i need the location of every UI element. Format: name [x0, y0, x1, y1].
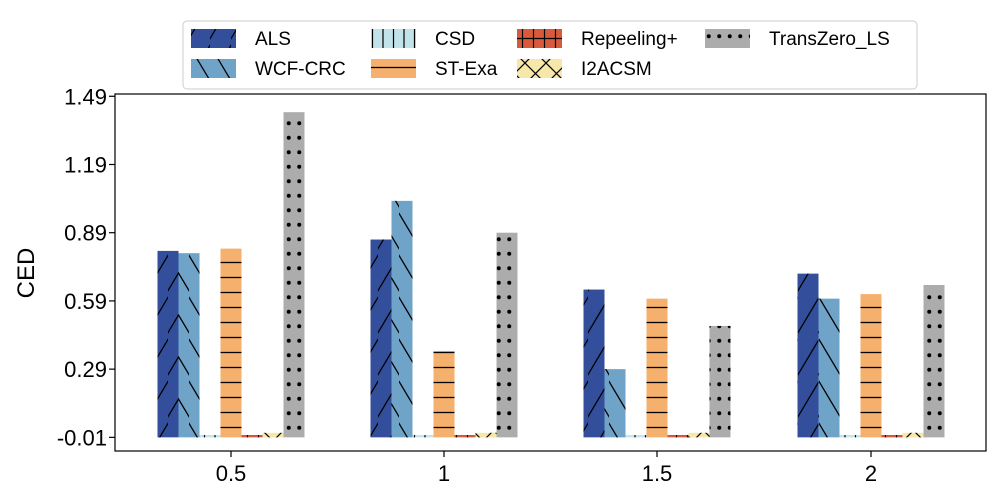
y-tick-label: 1.49: [64, 84, 107, 109]
bar-als-0-5: [157, 250, 179, 438]
x-tick-label: 1: [438, 461, 450, 486]
legend-label: CSD: [435, 29, 475, 50]
bar-wcf-crc-0-5: [178, 253, 200, 438]
bar-transzero-ls-1: [496, 232, 518, 438]
x-tick-label: 1.5: [642, 461, 673, 486]
bar-repeeling--2: [881, 435, 903, 438]
legend-label: WCF-CRC: [255, 59, 346, 80]
bar-als-1: [370, 239, 392, 438]
legend-item: Repeeling+: [517, 29, 678, 50]
legend-label: ALS: [255, 29, 291, 50]
x-tick-label: 0.5: [216, 461, 247, 486]
y-axis: -0.01 0.29 0.59 0.89 1.19 1.49: [57, 84, 115, 450]
bar-st-exa-1-5: [646, 298, 668, 438]
legend-item: I2ACSM: [517, 59, 652, 80]
legend: ALS WCF-CRC CSD ST-Exa Repeeling+ I2ACSM Trans…: [182, 20, 918, 90]
legend-item: CSD: [371, 29, 475, 50]
y-tick-label: 0.59: [64, 289, 107, 314]
bar-csd-1-5: [625, 435, 647, 438]
bar-i2acsm-1: [475, 432, 497, 438]
legend-item: ST-Exa: [371, 59, 498, 80]
bar-repeeling--1-5: [667, 435, 689, 438]
legend-label: Repeeling+: [581, 29, 678, 50]
bar-als-1-5: [583, 289, 605, 438]
bar-wcf-crc-2: [818, 298, 840, 438]
legend-label: I2ACSM: [581, 59, 652, 80]
bar-transzero-ls-2: [923, 285, 945, 438]
y-tick-label: 0.29: [64, 357, 107, 382]
y-tick-label: 1.19: [64, 152, 107, 177]
bar-als-2: [797, 273, 819, 438]
x-tick-label: 2: [865, 461, 877, 486]
legend-label: ST-Exa: [435, 59, 498, 80]
bar-wcf-crc-1-5: [604, 369, 626, 438]
bars-layer: [157, 112, 945, 438]
plot-area: [114, 93, 987, 452]
bar-csd-2: [839, 435, 861, 438]
bar-i2acsm-1-5: [688, 432, 710, 438]
bar-repeeling--1: [454, 435, 476, 438]
bar-i2acsm-2: [902, 432, 924, 438]
bar-repeeling--0-5: [241, 435, 263, 438]
bar-wcf-crc-1: [391, 200, 413, 438]
bar-transzero-ls-1-5: [709, 325, 731, 438]
bar-st-exa-2: [860, 294, 882, 438]
bar-i2acsm-0-5: [262, 432, 284, 438]
bar-csd-1: [412, 435, 434, 438]
y-tick-label: 0.89: [64, 221, 107, 246]
legend-item: WCF-CRC: [191, 59, 346, 80]
bar-st-exa-0-5: [220, 248, 242, 438]
x-axis: 0.5 1 1.5 2: [216, 451, 877, 486]
legend-item: ALS: [191, 29, 291, 50]
y-tick-label: -0.01: [57, 425, 107, 450]
bar-csd-0-5: [199, 435, 221, 438]
bar-transzero-ls-0-5: [283, 112, 305, 438]
legend-label: TransZero_LS: [769, 29, 890, 50]
legend-item: TransZero_LS: [705, 29, 890, 50]
y-axis-title: CED: [13, 248, 40, 299]
plot-frame: [114, 93, 987, 452]
bar-st-exa-1: [433, 350, 455, 438]
